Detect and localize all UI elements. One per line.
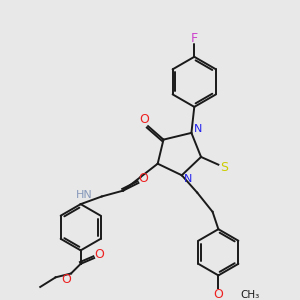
Text: CH₃: CH₃	[241, 290, 260, 300]
Text: O: O	[213, 288, 223, 300]
Text: O: O	[94, 248, 104, 261]
Text: N: N	[184, 174, 193, 184]
Text: O: O	[138, 172, 148, 184]
Text: S: S	[220, 161, 228, 174]
Text: O: O	[139, 113, 149, 126]
Text: N: N	[194, 124, 202, 134]
Text: O: O	[61, 273, 71, 286]
Text: HN: HN	[76, 190, 92, 200]
Text: F: F	[191, 32, 198, 45]
